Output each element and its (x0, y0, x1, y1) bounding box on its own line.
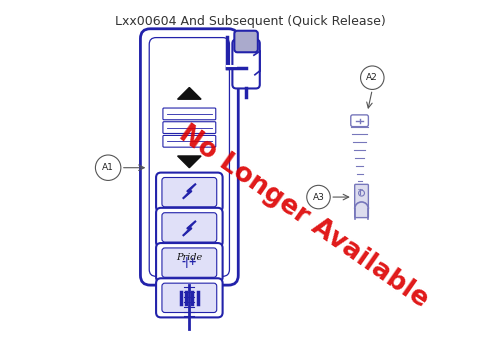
Polygon shape (178, 156, 201, 168)
FancyBboxPatch shape (162, 283, 216, 313)
Circle shape (306, 185, 330, 209)
Polygon shape (184, 184, 195, 198)
FancyBboxPatch shape (140, 29, 238, 285)
Circle shape (96, 155, 121, 180)
FancyBboxPatch shape (163, 122, 216, 134)
Text: A3: A3 (312, 193, 324, 202)
FancyBboxPatch shape (162, 178, 216, 207)
FancyBboxPatch shape (156, 243, 222, 282)
FancyBboxPatch shape (156, 173, 222, 212)
Text: -|+: -|+ (182, 257, 197, 268)
FancyBboxPatch shape (163, 135, 216, 147)
FancyBboxPatch shape (162, 213, 216, 242)
Polygon shape (184, 221, 195, 235)
Text: Lxx00604 And Subsequent (Quick Release): Lxx00604 And Subsequent (Quick Release) (114, 15, 386, 28)
FancyBboxPatch shape (162, 248, 216, 277)
Text: A1: A1 (102, 163, 114, 172)
FancyBboxPatch shape (354, 184, 368, 218)
FancyBboxPatch shape (351, 115, 368, 127)
Circle shape (360, 66, 384, 89)
FancyBboxPatch shape (156, 278, 222, 317)
Text: Pride: Pride (176, 253, 203, 262)
FancyBboxPatch shape (156, 208, 222, 247)
Text: A2: A2 (366, 73, 378, 82)
Text: No Longer Available: No Longer Available (174, 120, 434, 313)
FancyBboxPatch shape (232, 40, 260, 88)
FancyBboxPatch shape (234, 31, 258, 52)
Polygon shape (178, 87, 201, 99)
FancyBboxPatch shape (163, 108, 216, 120)
